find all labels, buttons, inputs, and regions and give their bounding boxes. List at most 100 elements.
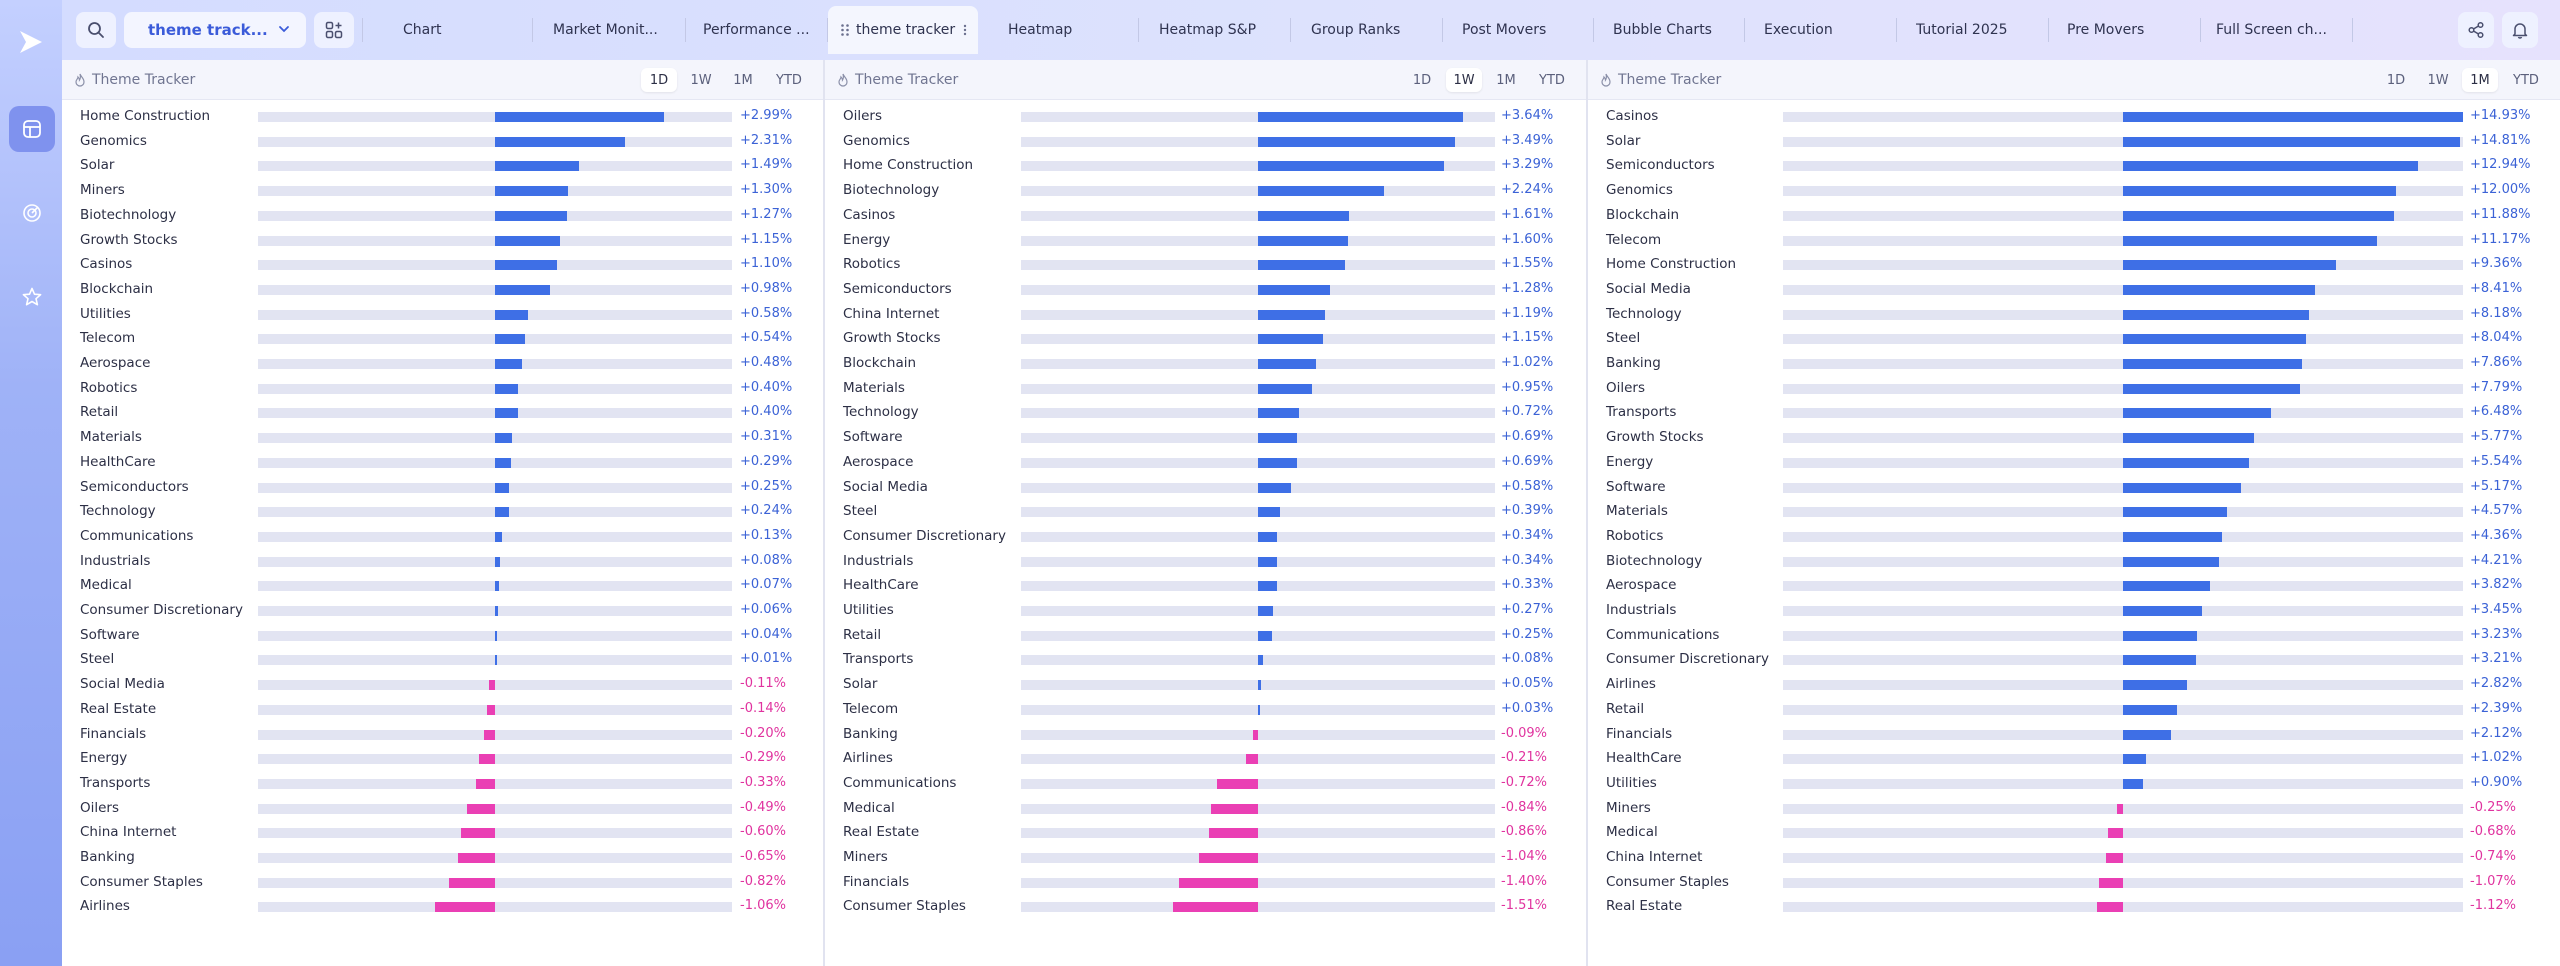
- theme-row-robotics[interactable]: Robotics +4.36%: [1588, 523, 2560, 548]
- drag-handle-icon[interactable]: [840, 23, 850, 37]
- theme-row-financials[interactable]: Financials -0.20%: [62, 721, 823, 746]
- theme-row-real-estate[interactable]: Real Estate -0.86%: [825, 819, 1586, 844]
- theme-row-home-construction[interactable]: Home Construction +9.36%: [1588, 251, 2560, 276]
- theme-row-energy[interactable]: Energy +1.60%: [825, 227, 1586, 252]
- theme-row-banking[interactable]: Banking +7.86%: [1588, 350, 2560, 375]
- theme-row-solar[interactable]: Solar +1.49%: [62, 152, 823, 177]
- theme-row-home-construction[interactable]: Home Construction +2.99%: [62, 103, 823, 128]
- theme-row-industrials[interactable]: Industrials +0.34%: [825, 548, 1586, 573]
- tab-post-movers[interactable]: Post Movers: [1462, 22, 1547, 38]
- theme-row-steel[interactable]: Steel +0.01%: [62, 646, 823, 671]
- theme-row-social-media[interactable]: Social Media +0.58%: [825, 474, 1586, 499]
- theme-row-communications[interactable]: Communications +0.13%: [62, 523, 823, 548]
- period-1m-button[interactable]: 1M: [1496, 72, 1516, 88]
- theme-row-consumer-staples[interactable]: Consumer Staples -1.51%: [825, 893, 1586, 918]
- theme-row-china-internet[interactable]: China Internet +1.19%: [825, 301, 1586, 326]
- theme-row-casinos[interactable]: Casinos +14.93%: [1588, 103, 2560, 128]
- theme-row-medical[interactable]: Medical -0.84%: [825, 795, 1586, 820]
- period-1d-button[interactable]: 1D: [2386, 72, 2406, 88]
- theme-row-telecom[interactable]: Telecom +0.03%: [825, 696, 1586, 721]
- theme-row-semiconductors[interactable]: Semiconductors +1.28%: [825, 276, 1586, 301]
- tab-pre-movers[interactable]: Pre Movers: [2067, 22, 2145, 38]
- theme-row-biotechnology[interactable]: Biotechnology +4.21%: [1588, 548, 2560, 573]
- tab-heatmap[interactable]: Heatmap: [1008, 22, 1073, 38]
- theme-row-real-estate[interactable]: Real Estate -0.14%: [62, 696, 823, 721]
- theme-row-healthcare[interactable]: HealthCare +1.02%: [1588, 745, 2560, 770]
- theme-row-utilities[interactable]: Utilities +0.27%: [825, 597, 1586, 622]
- theme-row-steel[interactable]: Steel +0.39%: [825, 498, 1586, 523]
- theme-row-blockchain[interactable]: Blockchain +0.98%: [62, 276, 823, 301]
- theme-row-miners[interactable]: Miners +1.30%: [62, 177, 823, 202]
- theme-row-oilers[interactable]: Oilers -0.49%: [62, 795, 823, 820]
- theme-row-medical[interactable]: Medical +0.07%: [62, 572, 823, 597]
- sidebar-favorites-button[interactable]: [9, 274, 55, 320]
- theme-row-consumer-staples[interactable]: Consumer Staples -1.07%: [1588, 869, 2560, 894]
- theme-row-semiconductors[interactable]: Semiconductors +0.25%: [62, 474, 823, 499]
- theme-row-technology[interactable]: Technology +0.24%: [62, 498, 823, 523]
- tab-theme-tracker[interactable]: theme tracker: [828, 6, 978, 54]
- theme-row-solar[interactable]: Solar +14.81%: [1588, 128, 2560, 153]
- theme-row-transports[interactable]: Transports -0.33%: [62, 770, 823, 795]
- period-1w-button[interactable]: 1W: [1446, 68, 1482, 92]
- more-icon[interactable]: [963, 24, 967, 36]
- period-1w-button[interactable]: 1W: [2427, 72, 2449, 88]
- theme-row-china-internet[interactable]: China Internet -0.60%: [62, 819, 823, 844]
- theme-row-miners[interactable]: Miners -0.25%: [1588, 795, 2560, 820]
- tab-heatmap-sp[interactable]: Heatmap S&P: [1159, 22, 1257, 38]
- theme-row-software[interactable]: Software +5.17%: [1588, 474, 2560, 499]
- tab-bubble-charts[interactable]: Bubble Charts: [1613, 22, 1712, 38]
- theme-row-home-construction[interactable]: Home Construction +3.29%: [825, 152, 1586, 177]
- app-logo-icon[interactable]: [17, 28, 45, 56]
- theme-row-materials[interactable]: Materials +4.57%: [1588, 498, 2560, 523]
- theme-row-communications[interactable]: Communications +3.23%: [1588, 622, 2560, 647]
- notifications-button[interactable]: [2502, 12, 2538, 48]
- theme-row-aerospace[interactable]: Aerospace +0.69%: [825, 449, 1586, 474]
- theme-row-telecom[interactable]: Telecom +0.54%: [62, 325, 823, 350]
- tab-group-ranks[interactable]: Group Ranks: [1311, 22, 1401, 38]
- theme-row-growth-stocks[interactable]: Growth Stocks +1.15%: [62, 227, 823, 252]
- theme-row-airlines[interactable]: Airlines +2.82%: [1588, 671, 2560, 696]
- theme-row-software[interactable]: Software +0.69%: [825, 424, 1586, 449]
- theme-row-communications[interactable]: Communications -0.72%: [825, 770, 1586, 795]
- search-button[interactable]: [76, 12, 116, 48]
- theme-row-airlines[interactable]: Airlines -1.06%: [62, 893, 823, 918]
- tab-chart[interactable]: Chart: [403, 22, 442, 38]
- add-widget-button[interactable]: [314, 12, 354, 48]
- theme-row-energy[interactable]: Energy -0.29%: [62, 745, 823, 770]
- period-1m-button[interactable]: 1M: [2462, 68, 2498, 92]
- theme-row-real-estate[interactable]: Real Estate -1.12%: [1588, 893, 2560, 918]
- theme-row-social-media[interactable]: Social Media -0.11%: [62, 671, 823, 696]
- theme-row-solar[interactable]: Solar +0.05%: [825, 671, 1586, 696]
- period-ytd-button[interactable]: YTD: [776, 72, 802, 88]
- theme-row-industrials[interactable]: Industrials +3.45%: [1588, 597, 2560, 622]
- share-button[interactable]: [2458, 12, 2494, 48]
- theme-row-banking[interactable]: Banking -0.09%: [825, 721, 1586, 746]
- theme-row-aerospace[interactable]: Aerospace +0.48%: [62, 350, 823, 375]
- theme-row-software[interactable]: Software +0.04%: [62, 622, 823, 647]
- period-ytd-button[interactable]: YTD: [2513, 72, 2539, 88]
- theme-row-growth-stocks[interactable]: Growth Stocks +5.77%: [1588, 424, 2560, 449]
- period-ytd-button[interactable]: YTD: [1539, 72, 1565, 88]
- theme-row-airlines[interactable]: Airlines -0.21%: [825, 745, 1586, 770]
- theme-row-genomics[interactable]: Genomics +12.00%: [1588, 177, 2560, 202]
- theme-row-healthcare[interactable]: HealthCare +0.33%: [825, 572, 1586, 597]
- theme-row-casinos[interactable]: Casinos +1.10%: [62, 251, 823, 276]
- theme-row-biotechnology[interactable]: Biotechnology +1.27%: [62, 202, 823, 227]
- theme-select[interactable]: theme track...: [124, 12, 306, 48]
- theme-row-healthcare[interactable]: HealthCare +0.29%: [62, 449, 823, 474]
- theme-row-utilities[interactable]: Utilities +0.58%: [62, 301, 823, 326]
- tab-performance[interactable]: Performance ...: [703, 22, 810, 38]
- theme-row-consumer-discretionary[interactable]: Consumer Discretionary +0.06%: [62, 597, 823, 622]
- theme-row-semiconductors[interactable]: Semiconductors +12.94%: [1588, 152, 2560, 177]
- theme-row-genomics[interactable]: Genomics +3.49%: [825, 128, 1586, 153]
- theme-row-oilers[interactable]: Oilers +3.64%: [825, 103, 1586, 128]
- theme-row-transports[interactable]: Transports +0.08%: [825, 646, 1586, 671]
- period-1w-button[interactable]: 1W: [690, 72, 712, 88]
- theme-row-aerospace[interactable]: Aerospace +3.82%: [1588, 572, 2560, 597]
- theme-row-transports[interactable]: Transports +6.48%: [1588, 399, 2560, 424]
- theme-row-retail[interactable]: Retail +0.25%: [825, 622, 1586, 647]
- theme-row-steel[interactable]: Steel +8.04%: [1588, 325, 2560, 350]
- theme-row-genomics[interactable]: Genomics +2.31%: [62, 128, 823, 153]
- theme-row-casinos[interactable]: Casinos +1.61%: [825, 202, 1586, 227]
- theme-row-medical[interactable]: Medical -0.68%: [1588, 819, 2560, 844]
